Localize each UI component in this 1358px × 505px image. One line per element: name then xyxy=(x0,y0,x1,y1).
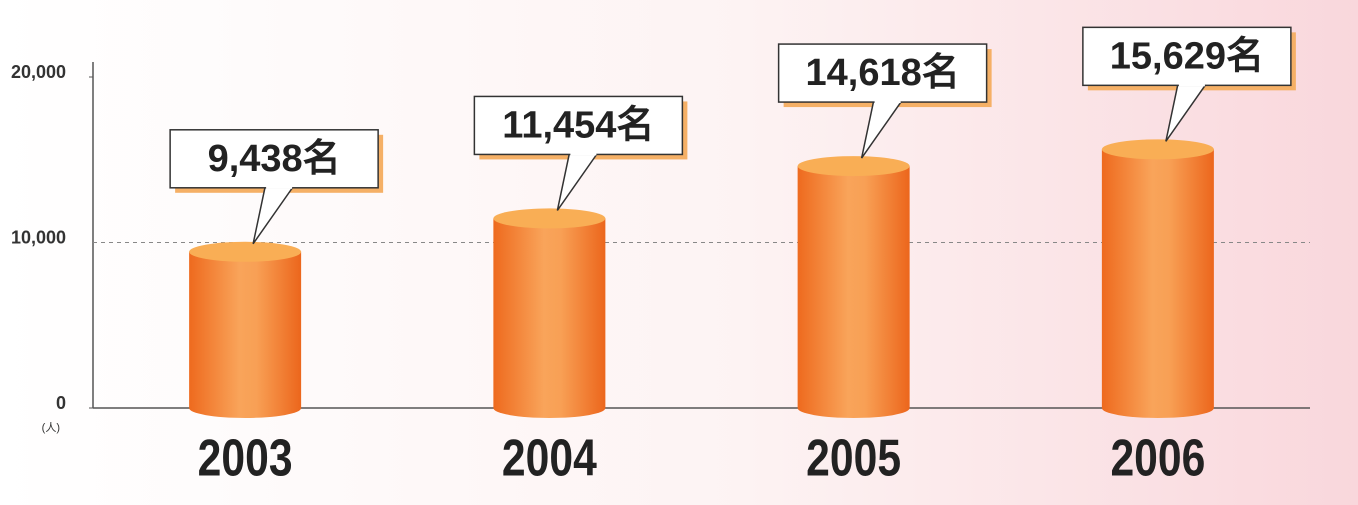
x-tick-label: 2004 xyxy=(502,430,597,488)
cylinder-top xyxy=(189,241,302,262)
callout-gap xyxy=(874,100,901,104)
y-tick-label: 0 xyxy=(56,393,66,413)
cylinder-body xyxy=(1101,149,1214,418)
cylinder-top xyxy=(493,208,606,229)
y-tick-label: 10,000 xyxy=(11,227,66,247)
cylinder-top xyxy=(1101,139,1214,160)
bar xyxy=(189,241,302,418)
bar xyxy=(797,156,910,418)
bar xyxy=(1101,139,1214,418)
value-label: 11,454名 xyxy=(502,104,654,146)
bar xyxy=(493,208,606,418)
callout-box xyxy=(473,95,684,156)
value-label: 14,618名 xyxy=(806,52,960,94)
cylinder-body xyxy=(493,218,606,418)
cylinder-body xyxy=(189,251,302,418)
callout-gap xyxy=(570,152,597,156)
cylinder-top xyxy=(797,156,910,177)
x-tick-label: 2006 xyxy=(1110,430,1205,488)
callout-gap xyxy=(266,185,293,189)
cylinder-body xyxy=(797,166,910,418)
x-tick-label: 2005 xyxy=(806,430,901,488)
callout-box xyxy=(169,129,379,189)
x-tick-label: 2003 xyxy=(198,430,293,488)
callout-gap xyxy=(1178,83,1205,87)
value-label: 15,629名 xyxy=(1110,35,1264,77)
y-tick-label: 20,000 xyxy=(11,62,66,82)
value-label: 9,438名 xyxy=(208,138,341,180)
y-unit: (人) xyxy=(42,421,60,434)
callout-box xyxy=(1082,26,1292,87)
